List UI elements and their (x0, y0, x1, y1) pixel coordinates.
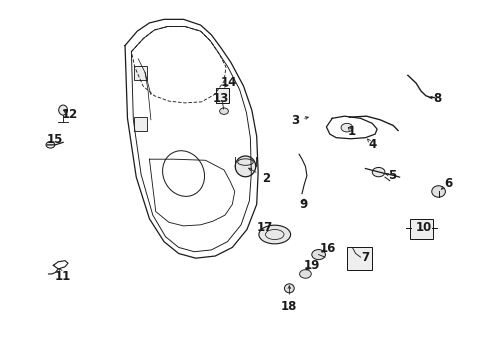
Circle shape (299, 270, 311, 278)
Ellipse shape (258, 225, 290, 244)
FancyBboxPatch shape (134, 66, 147, 80)
FancyBboxPatch shape (346, 247, 371, 270)
Text: 14: 14 (220, 76, 237, 89)
Text: 5: 5 (387, 169, 395, 182)
FancyBboxPatch shape (134, 117, 147, 131)
Text: 1: 1 (347, 125, 355, 138)
Circle shape (340, 123, 352, 132)
Text: 19: 19 (303, 259, 319, 272)
Text: 17: 17 (256, 221, 272, 234)
Circle shape (46, 141, 55, 148)
Ellipse shape (235, 156, 255, 177)
Text: 7: 7 (361, 251, 369, 264)
FancyBboxPatch shape (216, 88, 228, 103)
Ellipse shape (59, 105, 67, 115)
Text: 9: 9 (299, 198, 307, 211)
Text: 12: 12 (61, 108, 78, 121)
Text: 3: 3 (291, 114, 299, 127)
Circle shape (219, 108, 228, 114)
Ellipse shape (431, 186, 445, 197)
Text: 11: 11 (55, 270, 71, 283)
Ellipse shape (284, 284, 294, 293)
Circle shape (311, 249, 325, 260)
Text: 10: 10 (415, 221, 431, 234)
Text: 15: 15 (47, 133, 63, 146)
FancyBboxPatch shape (409, 219, 432, 239)
Text: 8: 8 (432, 92, 440, 105)
Text: 4: 4 (367, 138, 376, 151)
Text: 18: 18 (281, 300, 297, 313)
Text: 2: 2 (262, 172, 270, 185)
Text: 16: 16 (320, 242, 336, 255)
Text: 13: 13 (213, 92, 229, 105)
Circle shape (371, 167, 384, 177)
Text: 6: 6 (443, 177, 451, 190)
